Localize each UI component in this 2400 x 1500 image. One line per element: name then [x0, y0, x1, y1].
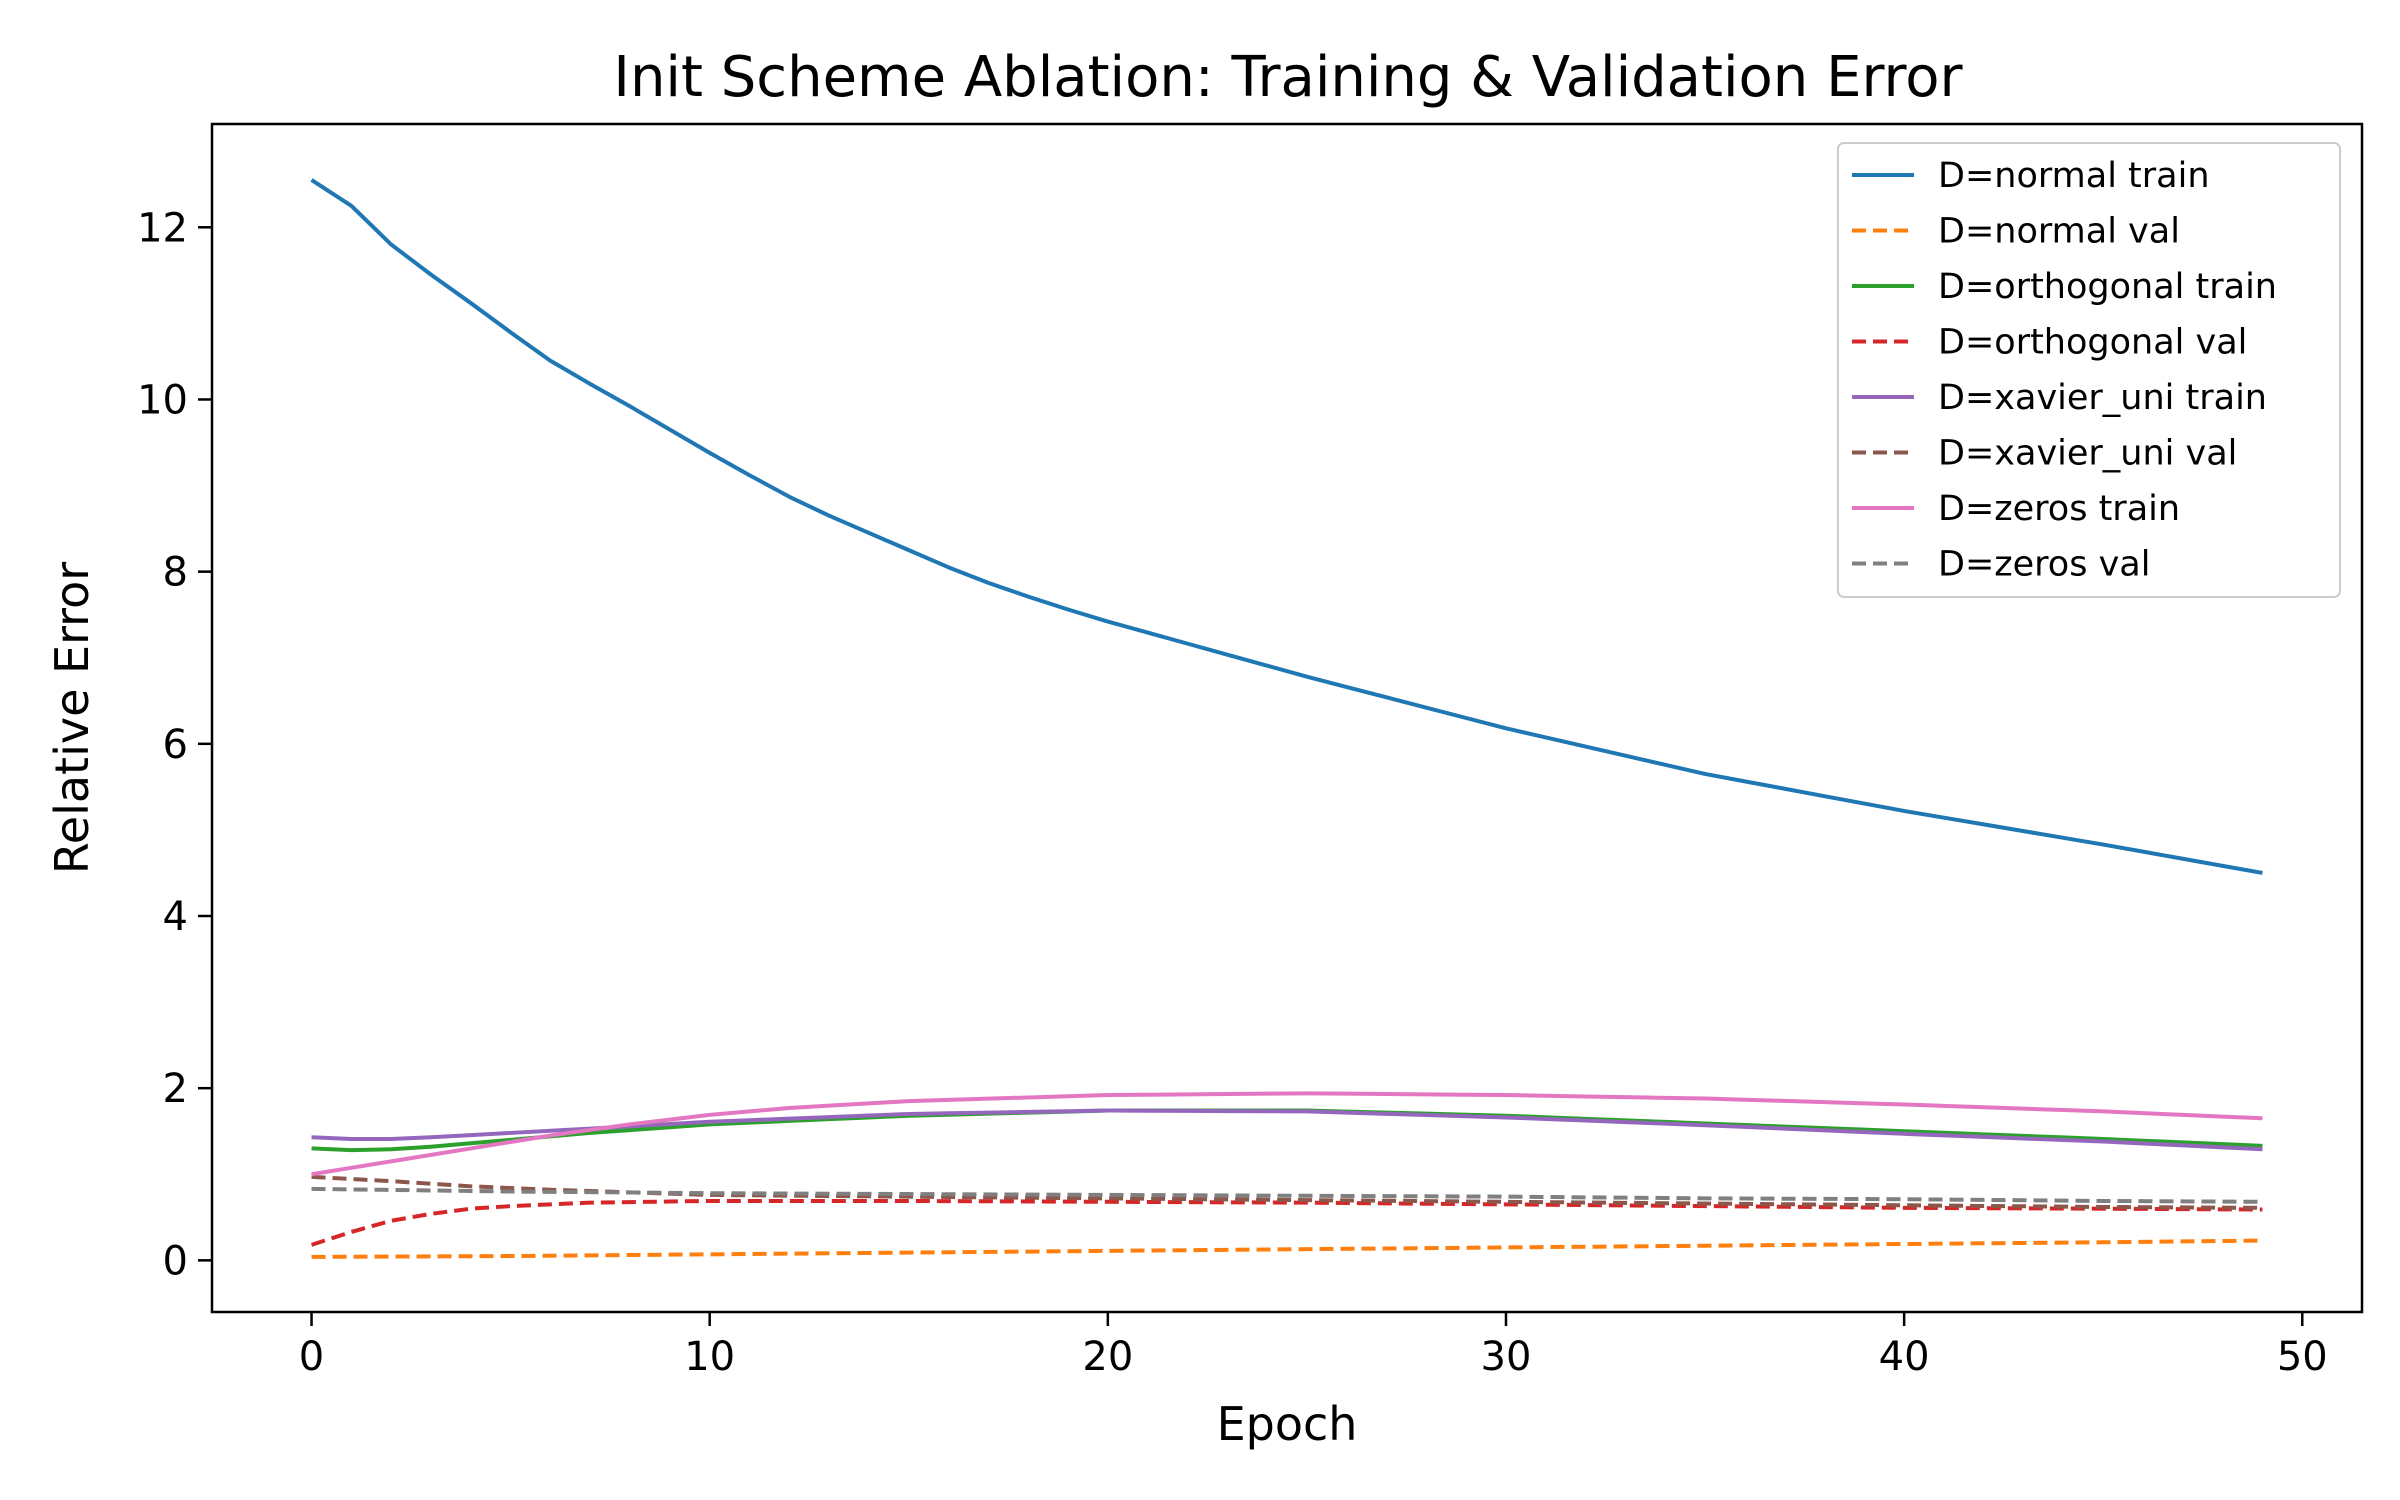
y-tick-label: 0 [163, 1238, 188, 1284]
plot-area [310, 178, 2263, 1259]
x-axis-label: Epoch [1217, 1397, 1358, 1451]
legend-label: D=xavier_uni val [1938, 434, 2237, 474]
x-tick-label: 40 [1879, 1334, 1930, 1380]
y-axis-label: Relative Error [45, 562, 99, 874]
chart-title: Init Scheme Ablation: Training & Validat… [613, 45, 1963, 110]
legend-label: D=normal val [1938, 212, 2180, 252]
y-tick-label: 6 [163, 722, 188, 768]
series-line-0 [310, 178, 2263, 875]
x-axis: 0 10 20 30 40 50 [299, 1312, 2328, 1380]
x-tick-label: 0 [299, 1334, 324, 1380]
x-tick-label: 20 [1082, 1334, 1133, 1380]
legend-label: D=normal train [1938, 156, 2210, 196]
series-line-7 [311, 1186, 2263, 1204]
x-tick-label: 30 [1481, 1334, 1532, 1380]
legend-label: D=zeros val [1938, 545, 2150, 585]
y-tick-label: 8 [163, 550, 188, 596]
series-line-2 [311, 1108, 2263, 1153]
legend: D=normal train D=normal val D=orthogonal t… [1837, 142, 2341, 598]
series-line-6 [311, 1091, 2263, 1177]
series-line-4 [311, 1108, 2263, 1152]
y-tick-label: 10 [137, 377, 188, 423]
legend-label: D=xavier_uni train [1938, 378, 2267, 418]
plot-frame [210, 122, 2364, 1314]
y-tick-label: 12 [137, 205, 188, 251]
x-tick-label: 10 [684, 1334, 735, 1380]
y-tick-label: 2 [163, 1066, 188, 1112]
y-tick-label: 4 [163, 894, 188, 940]
series-line-1 [311, 1238, 2263, 1259]
legend-label: D=zeros train [1938, 489, 2180, 529]
legend-label: D=orthogonal train [1938, 267, 2277, 307]
legend-box [1837, 142, 2341, 598]
series-line-3 [310, 1198, 2263, 1247]
y-axis: 0 2 4 6 8 10 12 [137, 205, 212, 1284]
legend-label: D=orthogonal val [1938, 323, 2247, 363]
x-tick-label: 50 [2277, 1334, 2328, 1380]
